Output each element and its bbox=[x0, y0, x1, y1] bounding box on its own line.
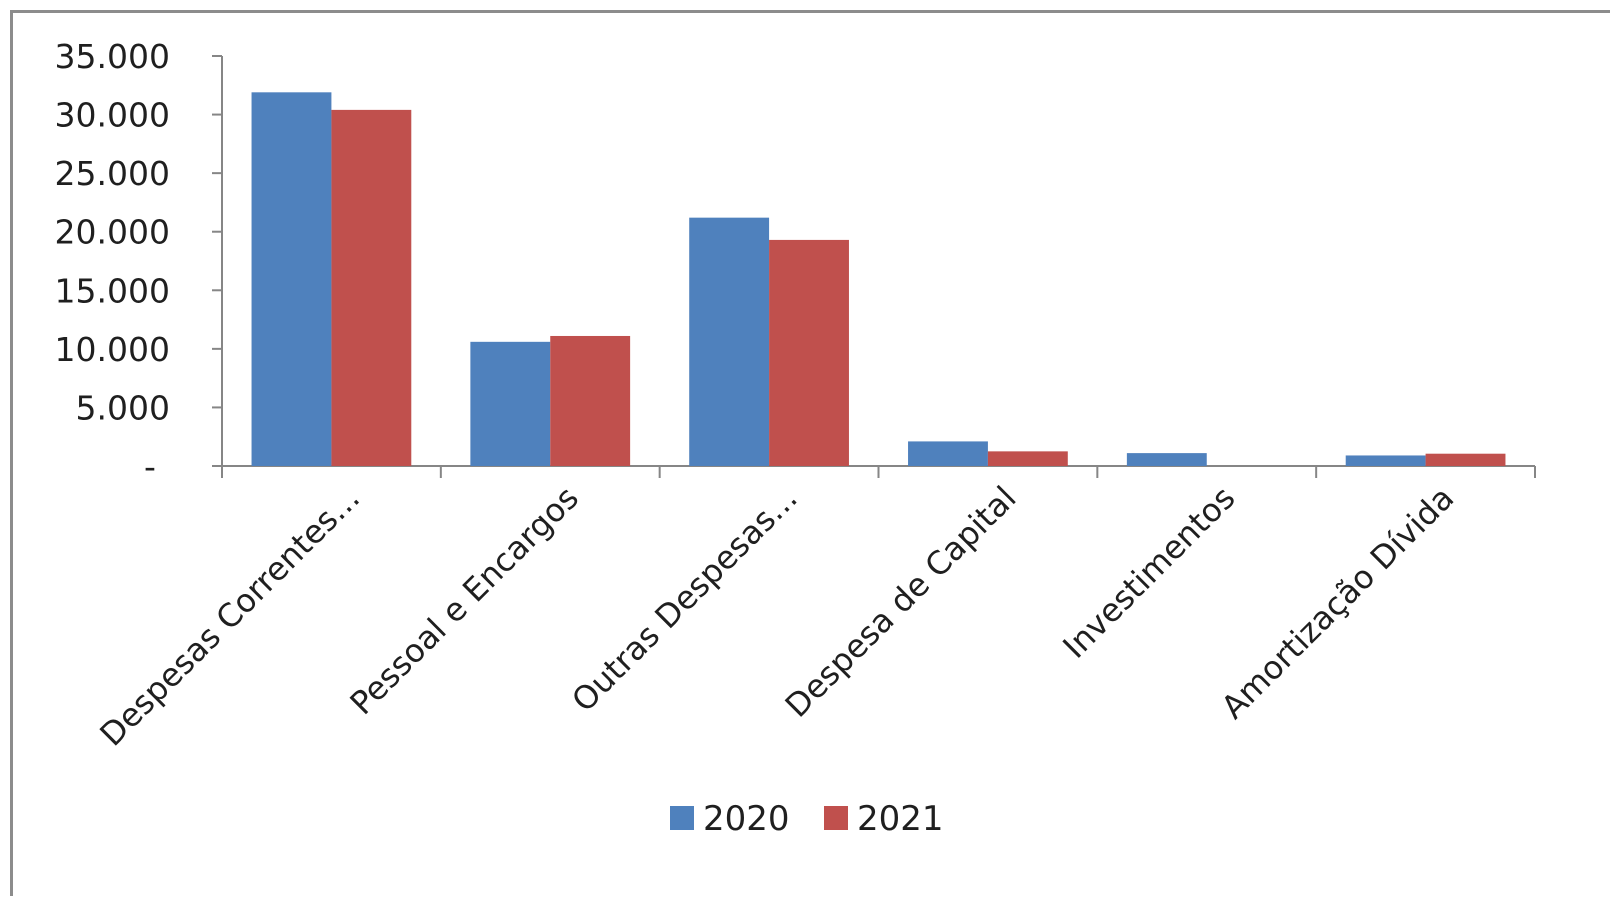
bar-2020-5 bbox=[1345, 455, 1426, 466]
bar-2021-1 bbox=[550, 335, 631, 466]
y-tick-label: 15.000 bbox=[55, 271, 170, 310]
x-category-label: Pessoal e Encargos bbox=[343, 479, 586, 722]
bar-2021-2 bbox=[769, 239, 849, 466]
legend-swatch-2021 bbox=[824, 806, 848, 830]
y-axis: - 5.000 10.000 15.000 20.000 25.000 30.000 35.0… bbox=[55, 37, 223, 486]
x-category-label: Investimentos bbox=[1055, 479, 1242, 666]
legend-label-2021: 2021 bbox=[857, 799, 944, 839]
x-category-label: Amortização Dívida bbox=[1214, 479, 1461, 726]
x-category-label: Despesas Correntes... bbox=[92, 479, 367, 754]
bar-2021-0 bbox=[331, 109, 412, 466]
y-tick-label: 5.000 bbox=[76, 388, 170, 427]
category-labels: Despesas Correntes...Pessoal e EncargosO… bbox=[92, 479, 1461, 754]
legend-label-2020: 2020 bbox=[703, 799, 790, 839]
legend-swatch-2020 bbox=[670, 806, 694, 830]
x-category-label: Outras Despesas... bbox=[564, 479, 804, 719]
legend: 2020 2021 bbox=[670, 799, 944, 839]
bar-2020-2 bbox=[689, 217, 770, 466]
y-tick-label: 25.000 bbox=[55, 154, 170, 193]
bar-2020-4 bbox=[1126, 453, 1207, 466]
y-tick-label: 35.000 bbox=[55, 37, 170, 76]
bar-2020-3 bbox=[908, 441, 988, 466]
x-axis bbox=[221, 465, 1536, 478]
bars bbox=[251, 92, 1506, 467]
y-tick-label: - bbox=[144, 447, 156, 486]
bar-2021-3 bbox=[987, 451, 1068, 466]
y-tick-label: 30.000 bbox=[55, 96, 170, 135]
bar-2020-0 bbox=[251, 92, 332, 467]
bar-2021-5 bbox=[1425, 453, 1506, 466]
y-tick-label: 20.000 bbox=[55, 213, 170, 252]
x-category-label: Despesa de Capital bbox=[778, 479, 1024, 725]
y-tick-label: 10.000 bbox=[55, 330, 170, 369]
bar-2020-1 bbox=[470, 341, 551, 466]
